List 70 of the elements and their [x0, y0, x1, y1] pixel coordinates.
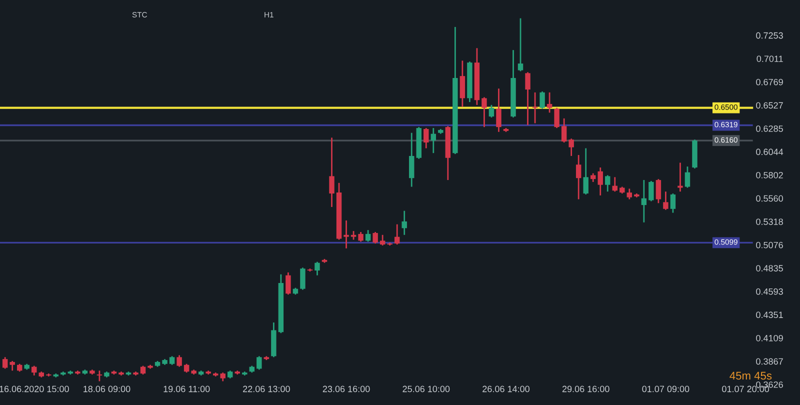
candlestick — [656, 178, 662, 204]
candlestick — [372, 231, 378, 244]
candlestick — [256, 355, 262, 370]
candlestick — [641, 179, 647, 224]
y-tick-label: 0.6769 — [756, 78, 783, 86]
annotation: 45m 45s — [730, 372, 772, 380]
candlestick — [583, 148, 588, 196]
candlestick — [176, 354, 182, 368]
candlestick — [525, 72, 530, 126]
candlestick — [329, 136, 334, 208]
candlestick — [2, 356, 8, 370]
y-tick-label: 0.5076 — [756, 242, 783, 248]
candlestick — [460, 60, 466, 108]
y-tick-label: 0.7253 — [756, 32, 783, 39]
candlestick — [670, 192, 676, 214]
candlestick — [344, 220, 349, 250]
y-tick-label: 0.4593 — [756, 288, 783, 295]
x-tick-label: 22.06 13:00 — [243, 386, 290, 392]
candlestick — [365, 229, 371, 242]
candlestick — [96, 370, 102, 382]
candlestick — [32, 365, 37, 376]
y-tick-label: 0.4351 — [756, 312, 783, 318]
candlestick — [394, 224, 400, 246]
y-tick-label: 0.7011 — [756, 56, 783, 62]
candlestick — [546, 92, 552, 114]
candlestick — [358, 231, 364, 242]
candlestick — [568, 138, 574, 157]
candlestick — [424, 127, 429, 149]
y-tick-label: 0.5560 — [756, 195, 783, 202]
candlestick — [380, 234, 386, 246]
candlestick — [663, 190, 668, 211]
x-tick-label: 29.06 16:00 — [562, 386, 610, 392]
y-tick-label: 0.3867 — [756, 358, 783, 365]
candlestick — [532, 92, 538, 124]
x-tick-label: 01.07 20:00 — [722, 386, 770, 392]
x-tick-label: 18.06 09:00 — [84, 386, 130, 392]
candlestick — [482, 96, 487, 128]
x-tick-label: 26.06 14:00 — [482, 386, 530, 392]
candlestick — [496, 88, 502, 133]
candlestick — [576, 154, 582, 200]
candlestick — [605, 174, 610, 192]
candlestick — [648, 180, 654, 202]
candlestick — [430, 127, 436, 154]
y-tick-label: 0.6285 — [756, 125, 783, 132]
y-tick-label: 0.3626 — [756, 381, 783, 388]
x-tick-label: 01.07 09:00 — [642, 386, 690, 392]
x-tick-label: 16.06.2020 15:00 — [0, 386, 69, 392]
candlestick — [402, 210, 407, 236]
candlestick — [626, 188, 632, 200]
candlestick — [684, 166, 690, 188]
candlestick — [10, 360, 15, 372]
y-tick-label: 0.5318 — [756, 218, 783, 225]
y-tick-label: 0.5802 — [756, 172, 783, 178]
y-tick-label: 0.6527 — [756, 102, 783, 109]
candlestick — [554, 107, 560, 129]
candlestick — [314, 261, 320, 276]
y-tick-label: 0.4835 — [756, 265, 783, 272]
y-tick-label: 0.4109 — [756, 334, 783, 342]
candlestick — [518, 18, 524, 72]
x-tick-label: 19.06 11:00 — [164, 386, 210, 392]
candlestick — [286, 272, 291, 296]
candlestick — [488, 104, 494, 118]
candlestick — [598, 166, 603, 196]
x-tick-label: 25.06 10:00 — [402, 386, 450, 392]
x-tick-label: 23.06 16:00 — [322, 386, 370, 392]
y-tick-label: 0.6044 — [756, 148, 784, 156]
candlestick — [300, 266, 306, 290]
candlestick — [540, 90, 545, 110]
candlestick — [409, 132, 414, 188]
candlestick — [561, 118, 567, 144]
